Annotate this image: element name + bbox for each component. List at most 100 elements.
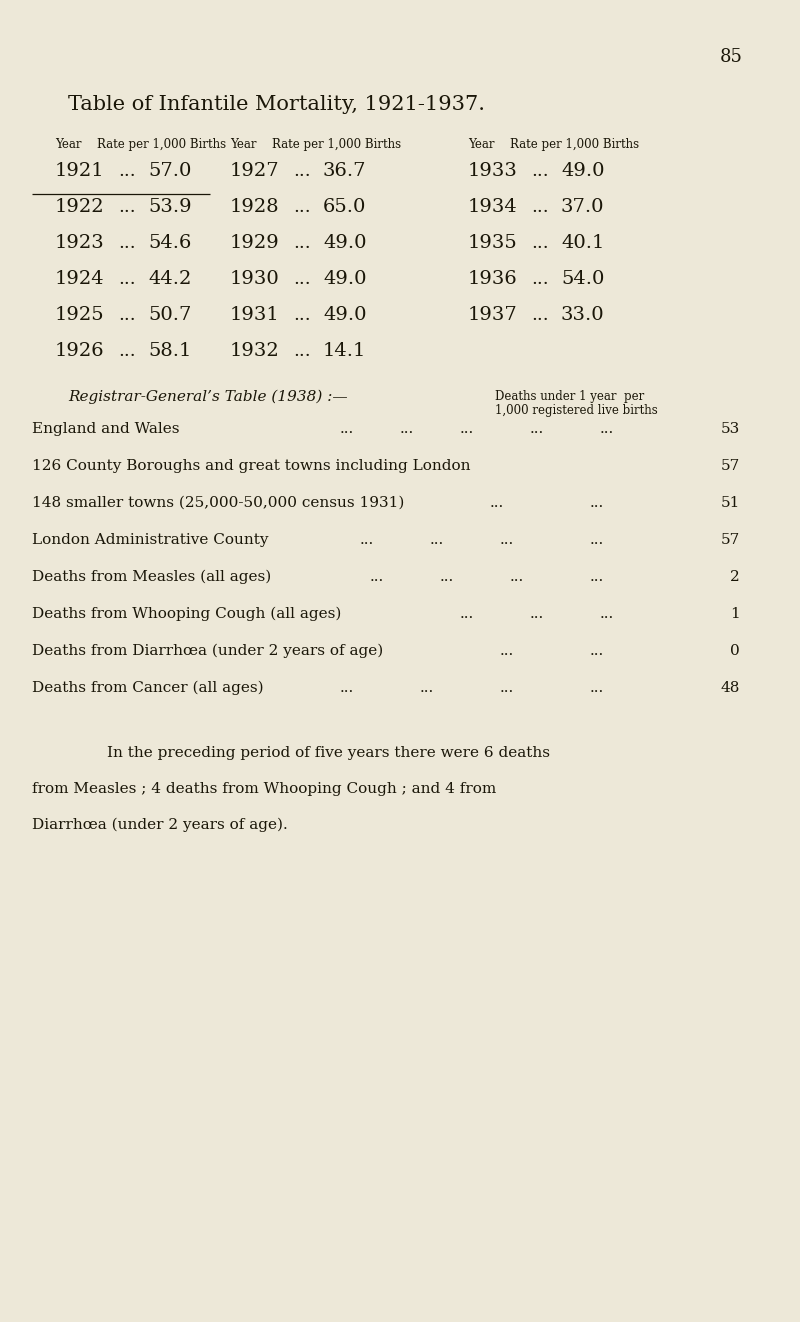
Text: 148 smaller towns (25,000-50,000 census 1931): 148 smaller towns (25,000-50,000 census … bbox=[32, 496, 404, 510]
Text: 2: 2 bbox=[730, 570, 740, 584]
Text: 14.1: 14.1 bbox=[323, 342, 366, 360]
Text: ...: ... bbox=[590, 644, 604, 658]
Text: 54.0: 54.0 bbox=[561, 270, 604, 288]
Text: 1928: 1928 bbox=[230, 198, 280, 215]
Text: ...: ... bbox=[118, 342, 136, 360]
Text: 1930: 1930 bbox=[230, 270, 280, 288]
Text: 1924: 1924 bbox=[55, 270, 105, 288]
Text: ...: ... bbox=[531, 270, 549, 288]
Text: ...: ... bbox=[460, 607, 474, 621]
Text: Deaths from Whooping Cough (all ages): Deaths from Whooping Cough (all ages) bbox=[32, 607, 342, 621]
Text: ...: ... bbox=[293, 270, 310, 288]
Text: ...: ... bbox=[370, 570, 384, 584]
Text: ...: ... bbox=[118, 234, 136, 253]
Text: 1933: 1933 bbox=[468, 163, 518, 180]
Text: 36.7: 36.7 bbox=[323, 163, 366, 180]
Text: 1927: 1927 bbox=[230, 163, 280, 180]
Text: Deaths from Cancer (all ages): Deaths from Cancer (all ages) bbox=[32, 681, 264, 695]
Text: 1932: 1932 bbox=[230, 342, 280, 360]
Text: Registrar-General’s Table (1938) :—: Registrar-General’s Table (1938) :— bbox=[68, 390, 348, 405]
Text: ...: ... bbox=[400, 422, 414, 436]
Text: Rate per 1,000 Births: Rate per 1,000 Births bbox=[97, 137, 226, 151]
Text: ...: ... bbox=[293, 163, 310, 180]
Text: 1935: 1935 bbox=[468, 234, 518, 253]
Text: 1937: 1937 bbox=[468, 305, 518, 324]
Text: 1931: 1931 bbox=[230, 305, 280, 324]
Text: ...: ... bbox=[500, 681, 514, 695]
Text: ...: ... bbox=[531, 163, 549, 180]
Text: 53: 53 bbox=[721, 422, 740, 436]
Text: from Measles ; 4 deaths from Whooping Cough ; and 4 from: from Measles ; 4 deaths from Whooping Co… bbox=[32, 783, 496, 796]
Text: 1921: 1921 bbox=[55, 163, 105, 180]
Text: ...: ... bbox=[531, 305, 549, 324]
Text: 33.0: 33.0 bbox=[561, 305, 605, 324]
Text: 50.7: 50.7 bbox=[148, 305, 191, 324]
Text: ...: ... bbox=[293, 305, 310, 324]
Text: ...: ... bbox=[590, 570, 604, 584]
Text: ...: ... bbox=[293, 234, 310, 253]
Text: 1934: 1934 bbox=[468, 198, 518, 215]
Text: 54.6: 54.6 bbox=[148, 234, 191, 253]
Text: 58.1: 58.1 bbox=[148, 342, 191, 360]
Text: ...: ... bbox=[430, 533, 444, 547]
Text: England and Wales: England and Wales bbox=[32, 422, 179, 436]
Text: 85: 85 bbox=[720, 48, 743, 66]
Text: 57.0: 57.0 bbox=[148, 163, 191, 180]
Text: 65.0: 65.0 bbox=[323, 198, 366, 215]
Text: ...: ... bbox=[118, 163, 136, 180]
Text: Table of Infantile Mortality, 1921-1937.: Table of Infantile Mortality, 1921-1937. bbox=[68, 95, 485, 114]
Text: Year: Year bbox=[230, 137, 257, 151]
Text: ...: ... bbox=[600, 422, 614, 436]
Text: 51: 51 bbox=[721, 496, 740, 510]
Text: ...: ... bbox=[293, 198, 310, 215]
Text: 49.0: 49.0 bbox=[561, 163, 605, 180]
Text: 1,000 registered live births: 1,000 registered live births bbox=[495, 405, 658, 416]
Text: ...: ... bbox=[340, 681, 354, 695]
Text: ...: ... bbox=[118, 270, 136, 288]
Text: ...: ... bbox=[500, 533, 514, 547]
Text: ...: ... bbox=[590, 681, 604, 695]
Text: 44.2: 44.2 bbox=[148, 270, 191, 288]
Text: Deaths from Measles (all ages): Deaths from Measles (all ages) bbox=[32, 570, 271, 584]
Text: ...: ... bbox=[590, 496, 604, 510]
Text: 49.0: 49.0 bbox=[323, 270, 366, 288]
Text: ...: ... bbox=[118, 198, 136, 215]
Text: ...: ... bbox=[118, 305, 136, 324]
Text: 37.0: 37.0 bbox=[561, 198, 605, 215]
Text: ...: ... bbox=[500, 644, 514, 658]
Text: ...: ... bbox=[531, 198, 549, 215]
Text: 49.0: 49.0 bbox=[323, 234, 366, 253]
Text: 48: 48 bbox=[721, 681, 740, 695]
Text: Deaths from Diarrhœa (under 2 years of age): Deaths from Diarrhœa (under 2 years of a… bbox=[32, 644, 383, 658]
Text: Rate per 1,000 Births: Rate per 1,000 Births bbox=[510, 137, 639, 151]
Text: ...: ... bbox=[490, 496, 504, 510]
Text: 1929: 1929 bbox=[230, 234, 280, 253]
Text: 126 County Boroughs and great towns including London: 126 County Boroughs and great towns incl… bbox=[32, 459, 470, 473]
Text: 49.0: 49.0 bbox=[323, 305, 366, 324]
Text: ...: ... bbox=[510, 570, 524, 584]
Text: Year: Year bbox=[55, 137, 82, 151]
Text: 1936: 1936 bbox=[468, 270, 518, 288]
Text: 53.9: 53.9 bbox=[148, 198, 192, 215]
Text: 1925: 1925 bbox=[55, 305, 105, 324]
Text: 1923: 1923 bbox=[55, 234, 105, 253]
Text: London Administrative County: London Administrative County bbox=[32, 533, 269, 547]
Text: 1922: 1922 bbox=[55, 198, 105, 215]
Text: Rate per 1,000 Births: Rate per 1,000 Births bbox=[272, 137, 401, 151]
Text: In the preceding period of five years there were 6 deaths: In the preceding period of five years th… bbox=[68, 746, 550, 760]
Text: ...: ... bbox=[530, 607, 544, 621]
Text: ...: ... bbox=[590, 533, 604, 547]
Text: Deaths under 1 year  per: Deaths under 1 year per bbox=[495, 390, 644, 403]
Text: ...: ... bbox=[531, 234, 549, 253]
Text: ...: ... bbox=[340, 422, 354, 436]
Text: ...: ... bbox=[530, 422, 544, 436]
Text: 0: 0 bbox=[730, 644, 740, 658]
Text: 57: 57 bbox=[721, 533, 740, 547]
Text: Diarrhœa (under 2 years of age).: Diarrhœa (under 2 years of age). bbox=[32, 818, 288, 833]
Text: 57: 57 bbox=[721, 459, 740, 473]
Text: ...: ... bbox=[600, 607, 614, 621]
Text: ...: ... bbox=[360, 533, 374, 547]
Text: 1: 1 bbox=[730, 607, 740, 621]
Text: 1926: 1926 bbox=[55, 342, 105, 360]
Text: ...: ... bbox=[440, 570, 454, 584]
